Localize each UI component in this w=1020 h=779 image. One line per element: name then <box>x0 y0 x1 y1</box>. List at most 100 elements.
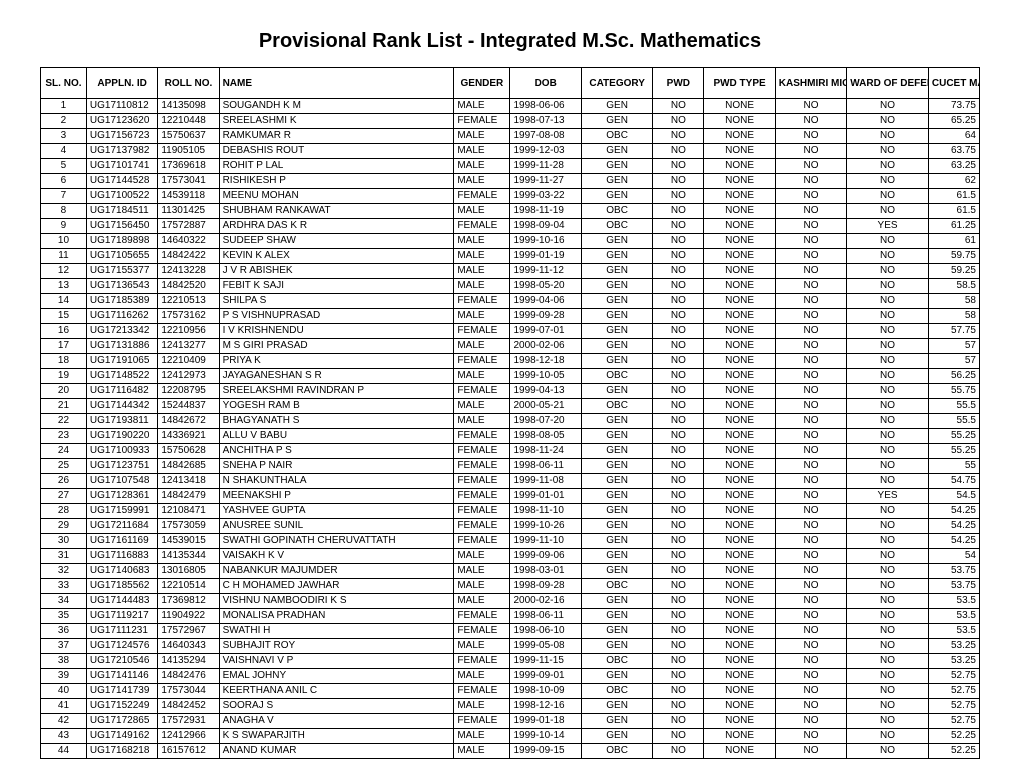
table-cell: 55.5 <box>928 399 979 414</box>
table-cell: GEN <box>581 384 652 399</box>
table-cell: GEN <box>581 339 652 354</box>
table-cell: ALLU V BABU <box>219 429 454 444</box>
col-slno: SL. NO. <box>41 68 87 99</box>
table-cell: RISHIKESH P <box>219 174 454 189</box>
table-header-row: SL. NO. APPLN. ID ROLL NO. NAME GENDER D… <box>41 68 980 99</box>
table-cell: UG17185562 <box>86 579 157 594</box>
table-cell: 1999-04-06 <box>510 294 581 309</box>
table-cell: NO <box>775 399 846 414</box>
table-cell: 17573041 <box>158 174 219 189</box>
table-cell: NO <box>847 684 929 699</box>
table-cell: FEMALE <box>454 489 510 504</box>
table-cell: NO <box>775 429 846 444</box>
table-row: 26UG1710754812413418N SHAKUNTHALAFEMALE1… <box>41 474 980 489</box>
table-cell: FEMALE <box>454 684 510 699</box>
table-cell: GEN <box>581 279 652 294</box>
table-cell: 1998-12-16 <box>510 699 581 714</box>
table-cell: 58.5 <box>928 279 979 294</box>
table-cell: 12208795 <box>158 384 219 399</box>
table-cell: NONE <box>704 639 775 654</box>
table-cell: NO <box>775 159 846 174</box>
table-row: 2UG1712362012210448SREELASHMI KFEMALE199… <box>41 114 980 129</box>
table-row: 18UG1719106512210409PRIYA KFEMALE1998-12… <box>41 354 980 369</box>
table-cell: GEN <box>581 159 652 174</box>
table-cell: 1999-10-26 <box>510 519 581 534</box>
table-row: 33UG1718556212210514C H MOHAMED JAWHARMA… <box>41 579 980 594</box>
table-cell: 17572887 <box>158 219 219 234</box>
table-cell: 12210956 <box>158 324 219 339</box>
table-row: 22UG1719381114842672BHAGYANATH SMALE1998… <box>41 414 980 429</box>
table-cell: GEN <box>581 519 652 534</box>
table-cell: NO <box>847 129 929 144</box>
table-cell: NO <box>847 309 929 324</box>
table-row: 27UG1712836114842479MEENAKSHI PFEMALE199… <box>41 489 980 504</box>
table-cell: NO <box>653 429 704 444</box>
table-cell: 17573059 <box>158 519 219 534</box>
table-cell: ANCHITHA P S <box>219 444 454 459</box>
table-cell: NONE <box>704 549 775 564</box>
table-cell: 1998-11-10 <box>510 504 581 519</box>
table-cell: GEN <box>581 354 652 369</box>
table-cell: NO <box>775 204 846 219</box>
table-cell: 31 <box>41 549 87 564</box>
table-cell: 1997-08-08 <box>510 129 581 144</box>
table-cell: 10 <box>41 234 87 249</box>
table-cell: 64 <box>928 129 979 144</box>
table-cell: NO <box>653 504 704 519</box>
table-cell: UG17190220 <box>86 429 157 444</box>
table-cell: 17573162 <box>158 309 219 324</box>
table-cell: NONE <box>704 564 775 579</box>
table-cell: 14135344 <box>158 549 219 564</box>
table-cell: 14842452 <box>158 699 219 714</box>
table-cell: NO <box>775 99 846 114</box>
table-cell: 17369618 <box>158 159 219 174</box>
table-cell: 12210514 <box>158 579 219 594</box>
table-cell: 13016805 <box>158 564 219 579</box>
table-cell: UG17213342 <box>86 324 157 339</box>
table-cell: 1999-01-18 <box>510 714 581 729</box>
table-cell: SWATHI H <box>219 624 454 639</box>
table-cell: UG17123620 <box>86 114 157 129</box>
col-dob: DOB <box>510 68 581 99</box>
table-cell: NO <box>775 414 846 429</box>
table-cell: NO <box>653 249 704 264</box>
table-cell: NONE <box>704 309 775 324</box>
table-cell: 29 <box>41 519 87 534</box>
table-cell: 53.5 <box>928 624 979 639</box>
table-cell: 54.25 <box>928 534 979 549</box>
table-cell: RAMKUMAR R <box>219 129 454 144</box>
table-cell: MALE <box>454 369 510 384</box>
table-cell: NO <box>775 384 846 399</box>
table-cell: UG17211684 <box>86 519 157 534</box>
table-cell: NONE <box>704 354 775 369</box>
table-cell: 1999-01-01 <box>510 489 581 504</box>
table-cell: OBC <box>581 369 652 384</box>
table-cell: NO <box>653 579 704 594</box>
table-cell: NO <box>775 624 846 639</box>
table-cell: NONE <box>704 264 775 279</box>
table-cell: NO <box>653 684 704 699</box>
table-cell: GEN <box>581 414 652 429</box>
table-cell: NO <box>775 189 846 204</box>
table-cell: 28 <box>41 504 87 519</box>
table-cell: 14539118 <box>158 189 219 204</box>
table-cell: NONE <box>704 99 775 114</box>
table-cell: 1999-05-08 <box>510 639 581 654</box>
table-cell: NO <box>653 279 704 294</box>
table-cell: NO <box>847 609 929 624</box>
table-cell: NO <box>847 324 929 339</box>
table-cell: NO <box>775 534 846 549</box>
col-gender: GENDER <box>454 68 510 99</box>
table-cell: NO <box>775 219 846 234</box>
table-cell: 21 <box>41 399 87 414</box>
table-cell: 1999-09-15 <box>510 744 581 759</box>
table-cell: UG17144483 <box>86 594 157 609</box>
table-cell: NO <box>775 549 846 564</box>
table-cell: UG17185389 <box>86 294 157 309</box>
table-cell: NO <box>653 174 704 189</box>
table-row: 41UG1715224914842452SOORAJ SMALE1998-12-… <box>41 699 980 714</box>
table-cell: 41 <box>41 699 87 714</box>
table-cell: 55.25 <box>928 429 979 444</box>
table-cell: 12210448 <box>158 114 219 129</box>
table-cell: 44 <box>41 744 87 759</box>
